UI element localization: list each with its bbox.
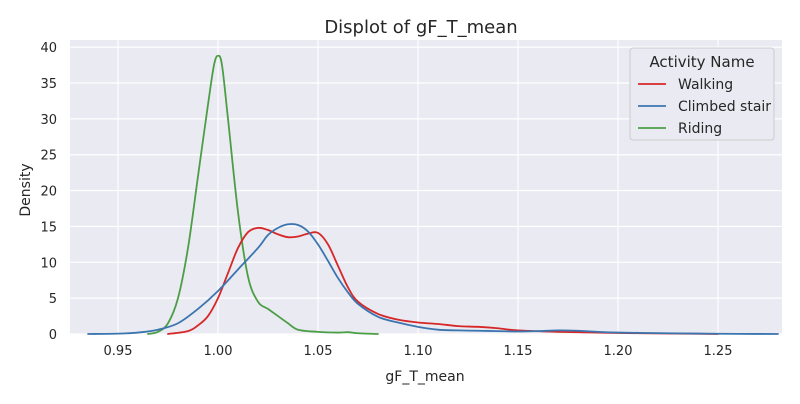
y-tick-label: 15: [40, 220, 57, 235]
x-tick-label: 1.05: [304, 344, 333, 359]
y-tick-label: 10: [40, 256, 57, 271]
series-line-walking: [167, 226, 719, 335]
x-tick-label: 1.00: [204, 344, 233, 359]
y-tick-label: 30: [40, 113, 57, 128]
x-tick-labels: 0.95 1.00 1.05 1.10 1.15 1.20 1.25: [104, 344, 733, 359]
y-axis-label: Density: [18, 163, 34, 216]
chart-title: Displot of gF_T_mean: [324, 17, 517, 38]
legend-items: Walking Climbed stair Riding: [638, 77, 771, 137]
y-tick-label: 40: [40, 41, 57, 56]
y-tick-label: 20: [40, 185, 57, 200]
y-tick-label: 35: [40, 77, 57, 92]
y-tick-label: 5: [49, 292, 57, 307]
y-tick-labels: 0 5 10 15 20 25 30 35 40: [40, 41, 57, 343]
x-tick-label: 1.15: [504, 344, 533, 359]
legend: Activity Name Walking Climbed stair Riding: [629, 47, 775, 141]
series-line-climbed-stair: [87, 223, 779, 335]
legend-label: Riding: [678, 121, 722, 137]
legend-box: [629, 47, 775, 141]
series-line-riding: [147, 54, 379, 335]
x-tick-label: 0.95: [104, 344, 133, 359]
x-tick-label: 1.10: [404, 344, 433, 359]
y-tick-label: 0: [49, 328, 57, 343]
y-tick-label: 25: [40, 149, 57, 164]
x-axis-label: gF_T_mean: [385, 369, 464, 385]
legend-label: Walking: [678, 77, 733, 93]
legend-label: Climbed stair: [678, 99, 771, 115]
series-lines: [87, 54, 779, 335]
x-tick-label: 1.25: [704, 344, 733, 359]
x-tick-label: 1.20: [604, 344, 633, 359]
legend-title: Activity Name: [649, 53, 754, 71]
